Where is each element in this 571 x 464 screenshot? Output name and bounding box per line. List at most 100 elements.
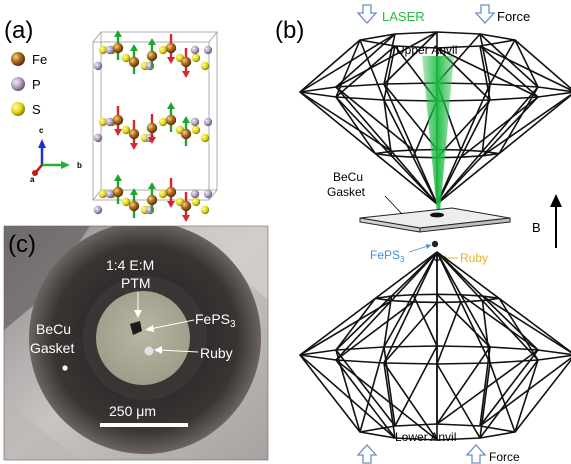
c-ruby-sphere bbox=[145, 347, 154, 356]
spin-arrow-head bbox=[182, 116, 190, 123]
crystal-structure bbox=[94, 30, 212, 222]
b-axis-label: b bbox=[77, 161, 82, 170]
spin-arrow-head bbox=[167, 201, 175, 208]
fe-atom bbox=[147, 123, 157, 133]
fepS3-sample bbox=[432, 241, 438, 247]
sample-chamber bbox=[96, 291, 190, 385]
crown-facet-edge bbox=[336, 350, 360, 432]
fe-atom bbox=[166, 187, 176, 197]
crown-facet-edge bbox=[515, 360, 538, 432]
spin-arrow-head bbox=[167, 57, 175, 64]
fe-atom bbox=[129, 201, 139, 211]
crown-facet-edge bbox=[437, 364, 480, 438]
c-gasket-label-line2: Gasket bbox=[30, 340, 74, 356]
gasket-pointer bbox=[385, 196, 402, 214]
p-atom bbox=[204, 190, 212, 198]
gasket-label-line2: Gasket bbox=[327, 185, 366, 199]
atom-legend: Fe P S bbox=[11, 52, 47, 117]
b-ruby-label: Ruby bbox=[460, 251, 488, 265]
fe-atom bbox=[147, 195, 157, 205]
scale-bar bbox=[100, 423, 188, 427]
top-force-arrows bbox=[358, 5, 494, 23]
axes-triad: c b a bbox=[30, 126, 82, 184]
force-up-arrow-left bbox=[358, 445, 376, 463]
c-axis-label: c bbox=[39, 126, 44, 135]
gasket-label-line1: BeCu bbox=[333, 170, 363, 184]
p-atom bbox=[204, 118, 212, 126]
b-axis-head bbox=[61, 161, 70, 169]
force-top-label: Force bbox=[497, 9, 530, 24]
b-sample-pointer-head bbox=[426, 244, 431, 249]
crown-facet-edge bbox=[300, 355, 360, 432]
c-ruby-label: Ruby bbox=[200, 345, 233, 361]
spin-arrow-head bbox=[130, 188, 138, 195]
pavilion-ring-edge bbox=[392, 156, 414, 157]
pavilion-ring-edge bbox=[461, 295, 483, 296]
spin-arrow-head bbox=[114, 174, 122, 181]
panel-c: (c) 1:4 E:M PTM FePS3 Ruby BeCu Gasket 2… bbox=[4, 222, 268, 460]
fe-atom bbox=[147, 51, 157, 61]
fe-legend-ball bbox=[11, 52, 25, 66]
fe-atom bbox=[113, 115, 123, 125]
p-atom bbox=[94, 134, 102, 142]
p-atom bbox=[191, 190, 199, 198]
force-down-arrow-right bbox=[476, 5, 494, 23]
p-atom bbox=[94, 62, 102, 70]
s-legend-ball bbox=[11, 102, 25, 116]
fe-atom bbox=[129, 57, 139, 67]
pavilion-cross-edge bbox=[499, 298, 538, 360]
medium-label-line1: 1:4 E:M bbox=[106, 257, 154, 273]
medium-label-line2: PTM bbox=[121, 275, 151, 291]
p-atom bbox=[94, 206, 102, 214]
lower-anvil bbox=[300, 252, 571, 440]
fe-atom bbox=[113, 43, 123, 53]
spin-arrow-head bbox=[130, 143, 138, 150]
spin-arrow-head bbox=[114, 129, 122, 136]
fe-atom bbox=[166, 115, 176, 125]
spin-arrow-head bbox=[148, 38, 156, 45]
s-atom bbox=[192, 198, 200, 206]
upper-anvil-label: Upper Anvil bbox=[396, 43, 457, 57]
p-atom bbox=[204, 46, 212, 54]
s-atom bbox=[192, 126, 200, 134]
s-atom bbox=[201, 206, 209, 214]
a-axis-label: a bbox=[30, 175, 35, 184]
force-bottom-label: Force bbox=[489, 450, 520, 464]
pavilion-cross-edge bbox=[482, 296, 571, 355]
spin-arrow-head bbox=[114, 30, 122, 37]
force-down-arrow-left bbox=[358, 5, 376, 23]
fe-atom bbox=[166, 43, 176, 53]
b-sample-label: FePS3 bbox=[370, 248, 405, 264]
pavilion-cross-edge bbox=[499, 87, 538, 154]
spin-arrow-head bbox=[167, 102, 175, 109]
p-legend-label: P bbox=[32, 77, 41, 92]
lower-anvil-label: Lower Anvil bbox=[395, 430, 456, 444]
s-atom bbox=[201, 134, 209, 142]
force-up-arrow-right bbox=[467, 445, 485, 463]
p-atom bbox=[191, 46, 199, 54]
panel-b: (b) LASER Force Upper Anvil BeCu Gasket … bbox=[275, 5, 571, 464]
pavilion-cross-edge bbox=[461, 97, 538, 157]
c-axis-head bbox=[38, 139, 46, 148]
spin-arrow-head bbox=[182, 215, 190, 222]
gasket-hole bbox=[430, 213, 444, 218]
crown-facet-edge bbox=[300, 355, 395, 438]
fe-atom bbox=[113, 187, 123, 197]
spin-arrow-head bbox=[182, 71, 190, 78]
field-arrow-head bbox=[550, 194, 562, 207]
p-atom bbox=[191, 118, 199, 126]
crown-facet-edge bbox=[490, 363, 515, 432]
bottom-force-arrows bbox=[358, 445, 485, 463]
panel-a-label: (a) bbox=[4, 17, 33, 44]
p-legend-ball bbox=[11, 77, 25, 91]
becu-gasket bbox=[360, 208, 510, 232]
gasket-marker-dot bbox=[62, 365, 67, 370]
spin-arrow-head bbox=[148, 182, 156, 189]
laser-label: LASER bbox=[382, 9, 425, 24]
spin-arrow-head bbox=[130, 44, 138, 51]
panel-a: (a) Fe P S c b bbox=[4, 17, 217, 222]
crown-facet-edge bbox=[360, 40, 384, 100]
crown-facet-edge bbox=[395, 346, 437, 426]
pavilion-cross-edge bbox=[461, 295, 538, 350]
